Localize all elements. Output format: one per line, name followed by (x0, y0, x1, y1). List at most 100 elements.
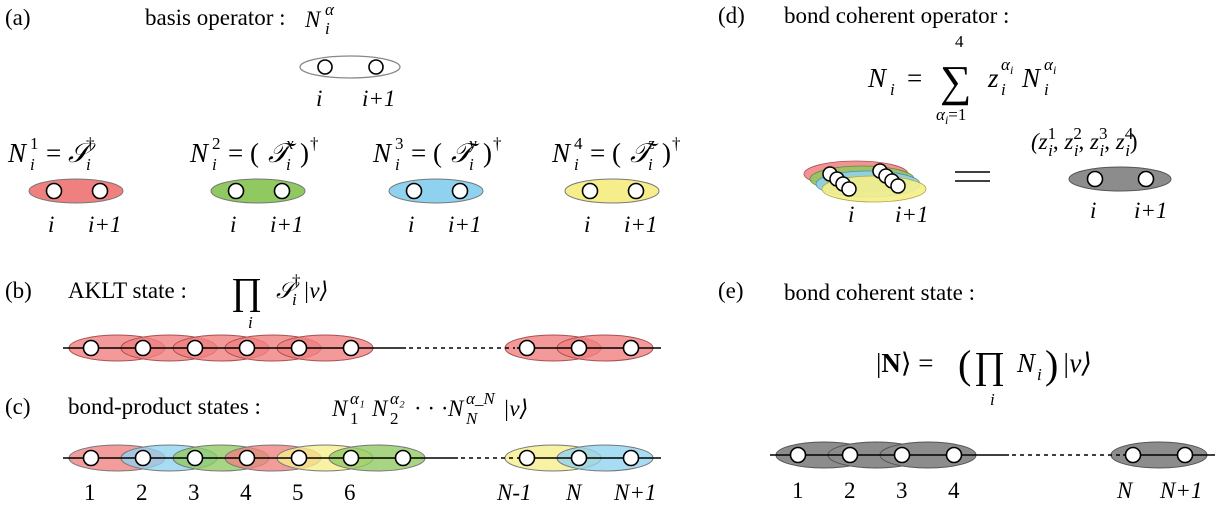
coherent-prod-sub: i (990, 390, 995, 409)
def-rhs-sup: x (285, 134, 294, 153)
site-circle (622, 339, 640, 357)
site-label-end: N (565, 480, 583, 505)
def-lhs-sup: 1 (30, 134, 39, 153)
site-label: 1 (792, 478, 804, 503)
coherent-prod: ∏ (974, 345, 1005, 387)
site-circle (570, 339, 588, 357)
site-circle (518, 449, 536, 467)
panel-e-tag: (e) (718, 278, 744, 303)
def-label-i1: i+1 (624, 212, 657, 237)
site-circle (238, 449, 256, 467)
def-lhs-sup: 2 (212, 134, 221, 153)
formula-n2-sub: 2 (390, 409, 399, 428)
site-circle (342, 449, 360, 467)
site-circle (622, 449, 640, 467)
site-circle (238, 339, 256, 357)
basis-bond-white (299, 55, 401, 79)
coherent-state-op-sub: i (1037, 365, 1042, 384)
def-lhs-sub: i (574, 155, 579, 174)
site-circle (841, 181, 857, 197)
site-circle (45, 182, 63, 200)
site-label: 2 (844, 478, 856, 503)
def-label-i: i (230, 212, 236, 237)
site-label: 4 (240, 480, 252, 505)
coherent-z-sub: i (1001, 80, 1006, 99)
coherent-chain: 1 2 3 4 N N+1 (770, 441, 1215, 503)
site-circle (570, 449, 588, 467)
coherent-state-ket: |v⟩ (1062, 348, 1092, 378)
site-circle (290, 449, 308, 467)
site-label: 3 (188, 480, 200, 505)
coherent-z: z (987, 63, 999, 93)
coherent-n-sup: αi (1044, 55, 1056, 77)
site-circle (1176, 446, 1194, 464)
aklt-operator-sup: † (292, 271, 301, 290)
def-label-i1: i+1 (448, 212, 481, 237)
coherent-lhs-sub: i (890, 80, 895, 99)
panel-e-title: bond coherent state : (784, 280, 975, 305)
def-rhs-sub: i (469, 155, 474, 174)
coherent-lhs: N (867, 63, 888, 93)
product-sub: i (248, 313, 253, 332)
sum-top: 4 (955, 32, 964, 51)
panel-d-title: bond coherent operator : (784, 3, 1009, 28)
def-rhs-sub: i (648, 155, 653, 174)
site-circle (82, 449, 100, 467)
site-label: 5 (292, 480, 304, 505)
panel-c: (c) bond-product states : N 1 α₁ N 2 α₂ … (5, 389, 661, 505)
stack-equals-sign (955, 171, 990, 182)
def-lhs: N (551, 138, 572, 168)
site-label-end: N+1 (613, 480, 656, 505)
basis-operator-sup: α (325, 0, 335, 19)
def-lhs-sub: i (212, 155, 217, 174)
def-label-i: i (408, 212, 414, 237)
site-circle (290, 339, 308, 357)
formula-n2: N (371, 396, 389, 421)
panel-e: (e) bond coherent state : |N⟩ = ( ∏ i N … (718, 278, 1215, 503)
site-circle (368, 59, 384, 75)
paren-close: ) (1045, 342, 1058, 387)
site-label: 1 (84, 480, 96, 505)
formula-n2-sup: α₂ (390, 389, 405, 408)
def-rhs-sup: z (647, 134, 655, 153)
site-circle (394, 449, 412, 467)
def-rhs-dagger: † (672, 134, 681, 153)
def-rhs-dagger: † (310, 134, 319, 153)
sum-symbol: ∑ (940, 57, 971, 106)
aklt-ket: |v⟩ (303, 278, 329, 303)
panel-a-title: basis operator : (145, 5, 286, 30)
def-rhs-close: ) (300, 138, 309, 168)
stack-label-i: i (848, 202, 854, 227)
bond-label-i: i (316, 86, 322, 111)
gray-label-i: i (1090, 198, 1096, 223)
site-circle (1137, 170, 1155, 188)
def-rhs-sup: † (86, 134, 95, 153)
formula-n1: N (331, 396, 349, 421)
sum-bottom: αi=1 (936, 105, 966, 127)
panel-a-tag: (a) (5, 5, 31, 30)
site-label: 2 (136, 480, 148, 505)
formula-nN: N (447, 396, 465, 421)
formula-n1-sup: α₁ (350, 389, 365, 408)
site-label: 3 (896, 478, 908, 503)
site-circle (1086, 170, 1104, 188)
def-lhs-sub: i (30, 155, 35, 174)
coherent-equals: = (907, 63, 922, 93)
site-circle (82, 339, 100, 357)
formula-dots: · · · (414, 396, 448, 421)
site-circle (273, 182, 291, 200)
site-circle (581, 182, 599, 200)
site-circle (841, 446, 859, 464)
def-rhs-sub: i (286, 155, 291, 174)
formula-ket: |v⟩ (503, 396, 529, 421)
site-circle (451, 182, 469, 200)
site-label-end: N-1 (496, 480, 532, 505)
coherent-n-sub: i (1044, 80, 1049, 99)
def-lhs: N (189, 138, 210, 168)
gray-label-i1: i+1 (1134, 198, 1167, 223)
stacked-bonds (803, 160, 927, 203)
def-lhs: N (7, 138, 28, 168)
bond-ellipse-red (28, 178, 124, 204)
